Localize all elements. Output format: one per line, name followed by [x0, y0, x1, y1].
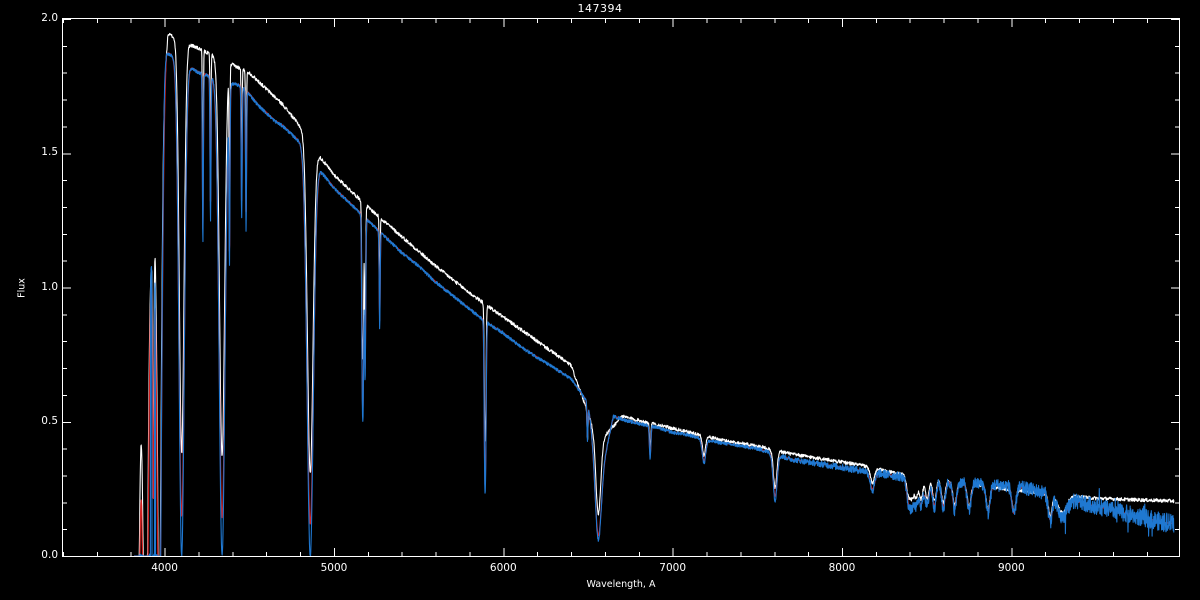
y-tick-label: 0.0: [41, 549, 58, 561]
x-tick-label: 9000: [997, 562, 1025, 574]
data-curves: [133, 32, 1175, 556]
x-tick-label: 8000: [828, 562, 856, 574]
x-tick-label: 6000: [489, 562, 517, 574]
y-axis-label: Flux: [16, 278, 28, 298]
y-tick-label: 1.0: [41, 280, 58, 293]
x-axis-label: Wavelength, A: [586, 579, 656, 590]
x-tick-label: 4000: [151, 562, 178, 574]
plot-area: [62, 18, 1180, 557]
y-tick-label: 2.0: [41, 12, 58, 24]
plot-canvas: [63, 19, 1179, 556]
y-tick-label: 1.5: [41, 146, 58, 159]
axis-ticks: [63, 19, 1179, 556]
plot-title: 147394: [577, 2, 623, 15]
x-tick-label: 5000: [320, 562, 348, 574]
x-tick-label: 7000: [659, 562, 687, 574]
y-tick-label: 0.5: [41, 414, 58, 427]
